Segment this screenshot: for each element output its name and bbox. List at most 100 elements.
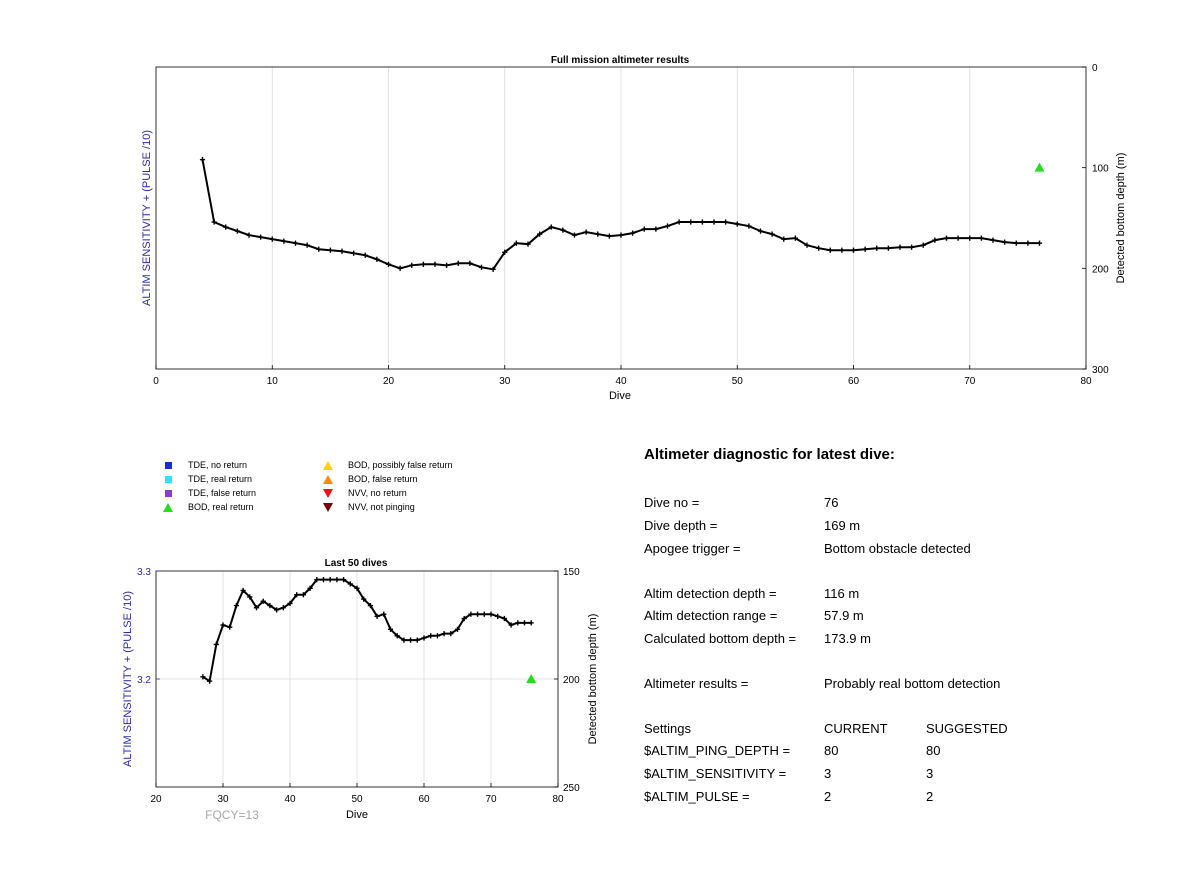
top-depth-point <box>362 252 368 258</box>
top-x-tick-label: 70 <box>964 376 976 387</box>
top-depth-point <box>432 261 438 267</box>
square-marker-icon <box>160 486 176 500</box>
diagnostic-label: Dive depth = <box>644 518 718 533</box>
top-depth-point <box>223 224 229 230</box>
bottom-chart-y-ticks-right: 150 200 250 <box>554 567 580 794</box>
bottom-depth-point <box>434 633 440 639</box>
top-depth-point <box>327 247 333 253</box>
top-depth-point <box>711 219 717 225</box>
legend-item: NVV, not pinging <box>320 500 415 514</box>
bottom-x-tick-label: 40 <box>284 794 296 805</box>
top-depth-point <box>269 236 275 242</box>
bottom-depth-point <box>387 626 394 632</box>
top-depth-point <box>316 246 322 252</box>
bottom-depth-point <box>280 605 286 611</box>
top-depth-point <box>804 242 810 248</box>
bottom-depth-point <box>354 585 360 591</box>
diagnostic-label: Apogee trigger = <box>644 541 741 556</box>
setting-row: $ALTIM_SENSITIVITY = 3 3 <box>644 765 933 783</box>
bottom-depth-point <box>454 626 461 632</box>
setting-name: $ALTIM_PULSE = <box>644 789 750 804</box>
top-depth-point <box>292 240 299 246</box>
diagnostic-label: Dive no = <box>644 495 700 510</box>
bottom-depth-point <box>421 635 427 641</box>
top-depth-point <box>734 221 740 227</box>
setting-name: $ALTIM_SENSITIVITY = <box>644 766 787 781</box>
diagnostic-row: Altimeter results = Probably real bottom … <box>644 675 1000 693</box>
diagnostic-row: Altim detection range = 57.9 m <box>644 607 864 625</box>
top-depth-point <box>816 245 822 251</box>
bottom-depth-point <box>260 598 266 604</box>
diagnostic-row: Altim detection depth = 116 m <box>644 585 859 603</box>
top-y-tick-label: 100 <box>1092 164 1109 175</box>
bottom-depth-point <box>501 615 507 622</box>
top-depth-point <box>513 240 519 246</box>
top-depth-point <box>723 219 729 225</box>
top-depth-point <box>595 231 601 237</box>
bottom-depth-line <box>202 578 532 683</box>
setting-current: 3 <box>824 766 832 781</box>
legend-item: BOD, false return <box>320 472 418 486</box>
top-depth-point <box>653 226 659 232</box>
bottom-depth-point <box>347 581 353 587</box>
top-x-tick-label: 20 <box>383 376 395 387</box>
top-depth-point <box>664 223 671 229</box>
bottom-depth-point <box>468 611 474 617</box>
top-chart-ylabel-left: ALTIM SENSITIVITY + (PULSE /10) <box>141 130 153 306</box>
top-depth-point <box>258 234 264 240</box>
bottom-depth-point <box>475 611 481 617</box>
setting-name: $ALTIM_PING_DEPTH = <box>644 743 791 758</box>
top-depth-point <box>385 261 392 267</box>
top-depth-point <box>548 224 554 230</box>
bottom-x-tick-label: 60 <box>418 794 430 805</box>
top-depth-point <box>630 230 636 236</box>
bottom-depth-point <box>253 605 260 611</box>
legend-item: NVV, no return <box>320 486 407 500</box>
square-marker-icon <box>160 472 176 486</box>
bottom-depth-point <box>495 613 501 619</box>
bottom-chart-y-ticks-left: 3.2 3.3 <box>137 567 160 686</box>
bottom-depth-point <box>247 594 253 600</box>
top-depth-point <box>560 227 566 233</box>
bottom-y-left-tick-label: 3.3 <box>137 567 151 578</box>
full-mission-chart: Full mission altimeter results 0 10 20 30 40… <box>141 55 1127 402</box>
top-depth-point <box>932 237 938 243</box>
bottom-depth-point <box>428 633 434 639</box>
top-depth-point <box>688 219 694 225</box>
top-depth-point <box>374 256 380 262</box>
bottom-y-right-tick-label: 150 <box>563 567 580 578</box>
top-bod-real-marker <box>1034 162 1045 172</box>
triangle-down-marker-icon <box>320 500 336 514</box>
bottom-depth-point <box>320 577 327 583</box>
bottom-x-tick-label: 80 <box>552 794 564 805</box>
top-chart-series <box>199 157 1045 272</box>
top-depth-point <box>1036 240 1043 246</box>
legend-item: BOD, possibly false return <box>320 458 453 472</box>
top-depth-point <box>1002 239 1008 245</box>
square-marker-icon <box>160 458 176 472</box>
bottom-depth-point <box>448 631 454 637</box>
top-y-tick-label: 0 <box>1092 63 1098 74</box>
settings-header-row: Settings CURRENT SUGGESTED <box>644 720 1008 738</box>
bottom-depth-point <box>394 633 400 639</box>
top-depth-point <box>537 231 543 237</box>
bottom-depth-point <box>381 611 387 617</box>
top-depth-point <box>409 262 415 268</box>
legend-label: BOD, possibly false return <box>348 460 453 470</box>
diagnostic-row: Dive depth = 169 m <box>644 517 860 535</box>
bottom-depth-point <box>207 678 213 684</box>
last-50-dives-chart: Last 50 dives 20 30 40 50 60 70 80 3.2 3.3 150 2… <box>122 558 599 822</box>
top-depth-point <box>850 247 857 253</box>
top-depth-point <box>897 244 903 250</box>
top-depth-point <box>920 242 926 248</box>
top-chart-x-ticks: 0 10 20 30 40 50 60 70 80 <box>153 365 1092 387</box>
bottom-depth-point <box>327 577 333 583</box>
bottom-depth-point <box>294 592 300 598</box>
diagnostic-row: Calculated bottom depth = 173.9 m <box>644 630 871 648</box>
triangle-up-marker-icon <box>320 458 336 472</box>
top-depth-point <box>351 250 357 256</box>
diagnostic-title: Altimeter diagnostic for latest dive: <box>644 446 895 463</box>
diagnostic-value: Probably real bottom detection <box>824 676 1001 691</box>
top-depth-point <box>676 219 682 225</box>
